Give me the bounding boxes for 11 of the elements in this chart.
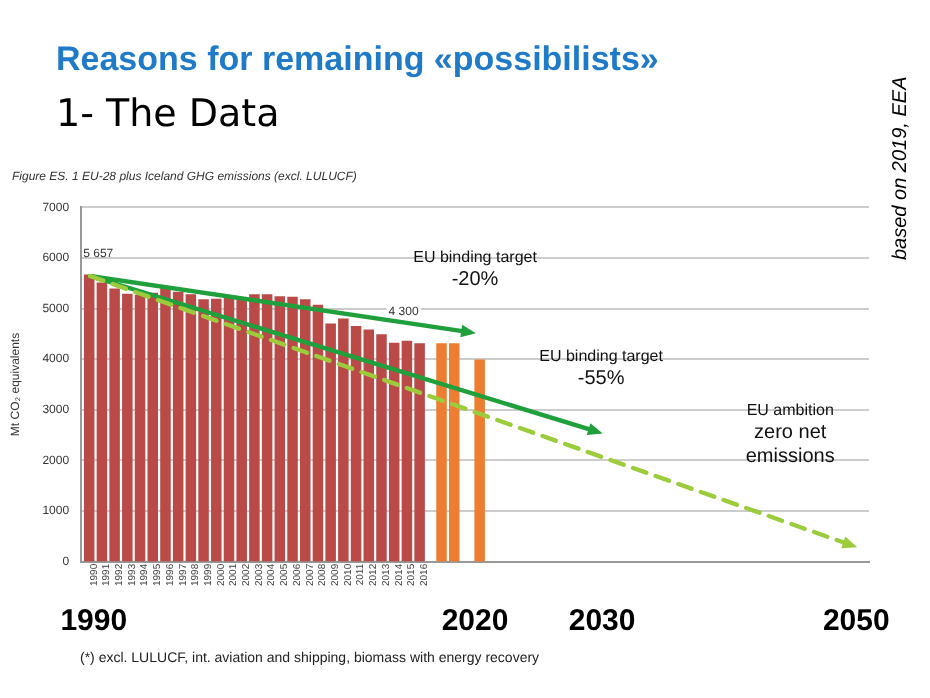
x2-tick-label: 1990 [60,604,128,639]
x2-tick-label: 2050 [822,604,890,639]
bar [474,359,485,562]
x2-tick-label: 2020 [441,604,509,639]
chart-title: Reasons for remaining «possibilists» [56,40,659,80]
annotation: EU ambition zero net emissions [745,401,835,469]
text: based on 2019, EEA [890,74,912,260]
x2-tick-label: 2030 [568,604,636,639]
chart-subtitle: 1- The Data [56,92,280,136]
annotation: EU binding target -55% [539,347,665,391]
annotation: EU binding target -20% [413,247,539,292]
